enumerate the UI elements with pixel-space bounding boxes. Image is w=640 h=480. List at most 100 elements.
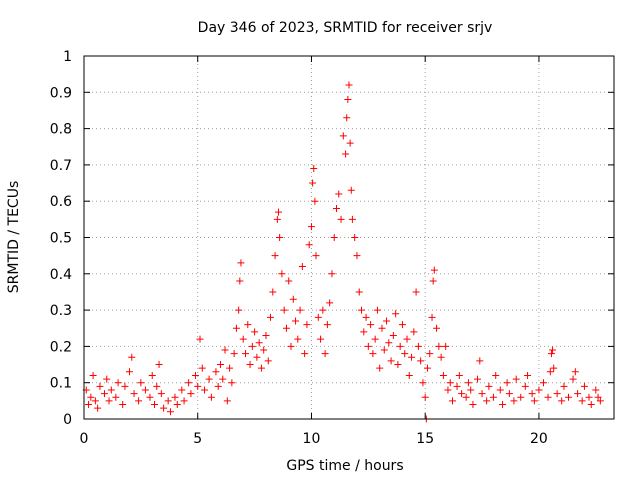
data-point (569, 375, 577, 383)
data-point (289, 295, 297, 303)
data-point (191, 371, 199, 379)
data-point (367, 321, 375, 329)
data-point (166, 408, 174, 416)
data-point (269, 288, 277, 296)
data-point (362, 313, 370, 321)
data-point (453, 382, 461, 390)
data-point (403, 335, 411, 343)
y-tick-label: 0 (63, 412, 72, 428)
data-point (180, 397, 188, 405)
data-point (358, 306, 366, 314)
data-point (296, 306, 304, 314)
data-point (280, 306, 288, 314)
data-point (307, 223, 315, 231)
data-point (571, 368, 579, 376)
data-point (430, 266, 438, 274)
data-point (524, 371, 532, 379)
data-point (496, 386, 504, 394)
data-point (303, 321, 311, 329)
data-point (446, 379, 454, 387)
y-tick-label: 0.3 (50, 303, 72, 319)
data-point (344, 96, 352, 104)
data-point (426, 350, 434, 358)
data-point (499, 400, 507, 408)
data-point (332, 204, 340, 212)
data-point (414, 342, 422, 350)
data-point (278, 270, 286, 278)
y-tick-label: 0.8 (50, 122, 72, 138)
x-tick-label: 5 (193, 431, 202, 447)
data-point (212, 368, 220, 376)
x-tick-label: 0 (80, 431, 89, 447)
data-point (492, 371, 500, 379)
data-point (148, 371, 156, 379)
data-point (292, 317, 300, 325)
data-point (550, 364, 558, 372)
data-point (351, 234, 359, 241)
data-point (369, 350, 377, 358)
data-point (412, 288, 420, 296)
data-point (100, 390, 108, 398)
data-point (96, 382, 104, 390)
data-point (478, 390, 486, 398)
y-tick-label: 0.6 (50, 194, 72, 210)
data-point (342, 150, 350, 158)
data-point (248, 342, 256, 350)
data-point (328, 270, 336, 278)
data-point (310, 165, 318, 173)
data-point (273, 215, 281, 223)
data-point (398, 321, 406, 329)
data-point (244, 321, 252, 329)
data-point (343, 114, 351, 122)
data-point (371, 335, 379, 343)
x-tick-label: 10 (303, 431, 321, 447)
data-point (91, 397, 99, 405)
data-point (462, 393, 470, 401)
data-point (376, 364, 384, 372)
data-point (194, 382, 202, 390)
data-point (435, 342, 443, 350)
data-point (544, 393, 552, 401)
data-point (257, 364, 265, 372)
data-point (364, 342, 372, 350)
data-point (223, 397, 231, 405)
data-point (107, 386, 115, 394)
data-point (153, 382, 161, 390)
data-point (360, 328, 368, 336)
data-point (178, 386, 186, 394)
data-point (517, 393, 525, 401)
data-point (448, 397, 456, 405)
data-point (353, 252, 361, 260)
data-point (428, 313, 436, 321)
data-point (214, 382, 222, 390)
data-point (469, 400, 477, 408)
data-point (437, 353, 445, 361)
data-point (221, 346, 229, 354)
data-point (219, 375, 227, 383)
data-point (355, 288, 363, 296)
data-point (236, 277, 244, 285)
data-point (135, 397, 143, 405)
data-point (421, 393, 429, 401)
y-tick-label: 0.7 (50, 158, 72, 174)
data-point (458, 390, 466, 398)
data-point (271, 252, 279, 260)
data-point (347, 186, 355, 194)
data-point (505, 390, 513, 398)
data-point (230, 350, 238, 358)
data-point (253, 353, 261, 361)
data-point (187, 390, 195, 398)
data-point (558, 397, 566, 405)
data-point (205, 375, 213, 383)
data-point (264, 357, 272, 365)
data-point (464, 379, 472, 387)
data-point (401, 350, 409, 358)
data-point (587, 400, 595, 408)
data-point (580, 382, 588, 390)
data-point (105, 397, 113, 405)
data-point (130, 390, 138, 398)
data-point (410, 328, 418, 336)
data-point (198, 364, 206, 372)
data-point (267, 313, 275, 321)
